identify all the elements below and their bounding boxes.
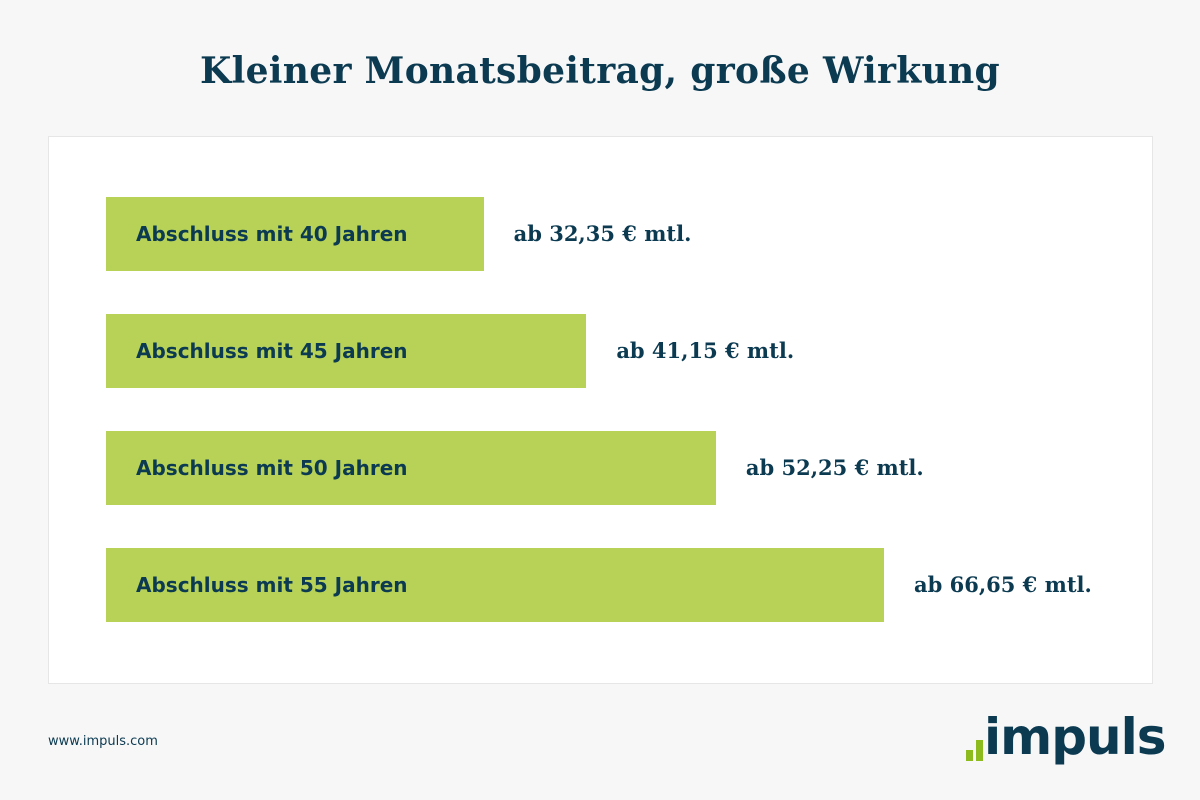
bar: Abschluss mit 50 Jahren xyxy=(106,431,716,505)
bar-category-label: Abschluss mit 50 Jahren xyxy=(136,456,408,480)
bar-category-label: Abschluss mit 55 Jahren xyxy=(136,573,408,597)
bar-category-label: Abschluss mit 45 Jahren xyxy=(136,339,408,363)
bar-value-label: ab 41,15 € mtl. xyxy=(616,338,795,363)
logo-bar-icon xyxy=(966,750,973,761)
website-link[interactable]: www.impuls.com xyxy=(48,734,158,749)
logo-bar-icon xyxy=(976,740,983,761)
chart-card: Abschluss mit 40 Jahren ab 32,35 € mtl. Ab… xyxy=(48,136,1153,684)
bar-value-label: ab 32,35 € mtl. xyxy=(513,221,692,246)
bar-value-label: ab 52,25 € mtl. xyxy=(745,455,924,480)
chart-title: Kleiner Monatsbeitrag, große Wirkung xyxy=(200,50,1000,92)
bar: Abschluss mit 55 Jahren xyxy=(106,548,884,622)
bar-value-label: ab 66,65 € mtl. xyxy=(914,572,1092,597)
bar-category-label: Abschluss mit 40 Jahren xyxy=(136,222,408,246)
logo-text: impuls xyxy=(984,708,1167,766)
bar: Abschluss mit 40 Jahren xyxy=(106,197,484,271)
bar: Abschluss mit 45 Jahren xyxy=(106,314,587,388)
